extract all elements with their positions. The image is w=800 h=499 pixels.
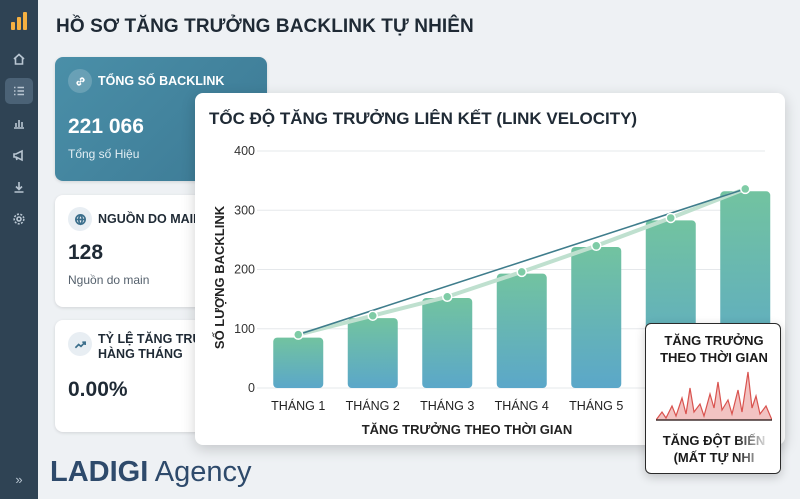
link-velocity-chart-panel: TỐC ĐỘ TĂNG TRƯỞNG LIÊN KẾT (LINK VELOCI… [195, 93, 785, 445]
sidebar-item-list[interactable] [5, 78, 33, 104]
x-tick-label: THÁNG 3 [420, 398, 474, 413]
bar-chart-icon [14, 120, 24, 129]
x-tick-label: THÁNG 4 [495, 398, 549, 413]
y-tick-label: 400 [234, 144, 255, 158]
trend-point [591, 240, 602, 252]
sidebar-item-settings[interactable] [5, 206, 33, 232]
total-backlinks-value: 221 066 [68, 115, 144, 138]
megaphone-icon [13, 149, 23, 162]
brand-logo: LADIGI Agency [50, 456, 251, 489]
y-tick-label: 300 [234, 203, 255, 217]
y-tick-label: 100 [234, 322, 255, 336]
inset-top-line2: THEO THỜI GIAN [660, 350, 768, 365]
spike-warning-inset: TĂNG TRƯỞNG THEO THỜI GIAN TĂNG ĐỘT BIẾN… [645, 323, 781, 474]
bar [422, 297, 473, 388]
x-axis-label: TĂNG TRƯỞNG THEO THỜI GIAN [362, 422, 573, 437]
y-tick-label: 200 [234, 263, 255, 277]
brand-name-rest: Agency [148, 456, 252, 488]
monthly-growth-title-line1: TỶ LỆ TĂNG TRƯỞ [98, 332, 214, 346]
brand-name-bold: LADIGI [50, 456, 149, 488]
inset-top-line1: TĂNG TRƯỞNG [664, 333, 764, 348]
monthly-growth-value: 0.00% [68, 378, 128, 401]
trend-up-icon-wrap [68, 332, 92, 356]
y-tick-label: 0 [248, 381, 255, 395]
globe-icon-wrap [68, 207, 92, 231]
bar [571, 246, 622, 388]
bar [273, 337, 324, 388]
total-backlinks-title: TỔNG SỐ BACKLINK [98, 74, 225, 88]
list-icon [14, 86, 24, 96]
link-icon-wrap [68, 69, 92, 93]
x-tick-label: THÁNG 2 [346, 398, 400, 413]
sidebar-item-analytics[interactable] [5, 110, 33, 136]
inset-fade-overlay [736, 433, 780, 473]
sidebar-item-campaigns[interactable] [5, 142, 33, 168]
monthly-growth-title: TỶ LỆ TĂNG TRƯỞ HÀNG THÁNG [98, 332, 213, 362]
trend-point [740, 183, 751, 195]
sidebar: » [0, 0, 38, 499]
trend-up-icon [74, 340, 86, 348]
y-axis-label: SỐ LƯỢNG BACKLINK [212, 205, 227, 349]
trend-point [293, 329, 304, 340]
trend-point [367, 310, 378, 321]
trend-point [516, 266, 527, 278]
inset-bottom-line2: (MẤT TỰ NHI [673, 450, 755, 465]
chart-title: TỐC ĐỘ TĂNG TRƯỞNG LIÊN KẾT (LINK VELOCI… [209, 109, 638, 128]
sidebar-expand-button[interactable]: » [15, 472, 23, 487]
referring-domains-sub: Nguồn do main [68, 273, 150, 287]
link-icon [75, 76, 85, 86]
gear-icon [13, 213, 25, 225]
x-tick-label: THÁNG 1 [271, 398, 325, 413]
globe-icon [74, 213, 86, 225]
home-icon [13, 53, 25, 65]
sidebar-item-home[interactable] [5, 46, 33, 72]
trend-point [665, 212, 676, 224]
spike-sparkline-icon [656, 371, 772, 421]
bar [496, 273, 547, 388]
bar [347, 318, 398, 388]
x-tick-label: THÁNG 5 [569, 398, 623, 413]
sidebar-item-download[interactable] [5, 174, 33, 200]
referring-domains-value: 128 [68, 241, 104, 264]
download-icon [14, 182, 24, 193]
inset-top-label: TĂNG TRƯỞNG THEO THỜI GIAN [646, 332, 780, 366]
app-logo-icon [8, 8, 30, 30]
monthly-growth-title-line2: HÀNG THÁNG [98, 347, 183, 361]
referring-domains-title: NGUỒN DO MAIN [98, 212, 203, 226]
total-backlinks-sub: Tổng số Hiệu [68, 147, 140, 161]
page-title: HỒ SƠ TĂNG TRƯỞNG BACKLINK TỰ NHIÊN [56, 16, 474, 37]
trend-point [442, 291, 453, 303]
